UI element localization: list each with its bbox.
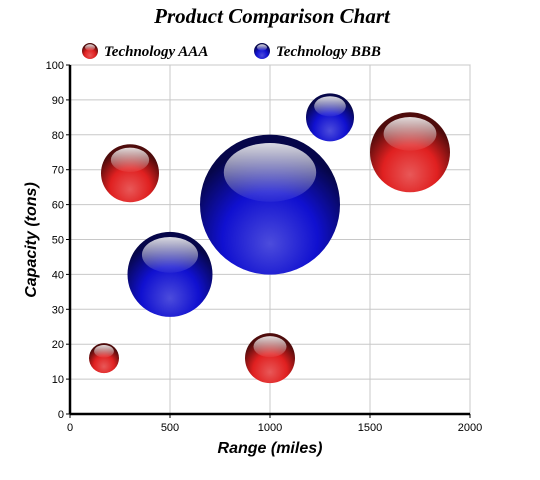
bubble-technology-aaa (101, 144, 159, 203)
x-axis-ticks: 0 500 1000 1500 2000 (67, 414, 482, 434)
y-tick-label: 30 (52, 304, 64, 316)
y-tick-label: 80 (52, 130, 64, 142)
y-tick-label: 0 (58, 409, 64, 421)
y-tick-label: 10 (52, 374, 64, 386)
x-tick-label: 500 (161, 422, 179, 434)
bubble-technology-bbb (127, 231, 213, 317)
y-tick-label: 60 (52, 200, 64, 212)
x-tick-label: 0 (67, 422, 73, 434)
x-axis-title: Range (miles) (218, 440, 323, 457)
legend-item: Technology BBB (254, 43, 381, 60)
bubble-technology-bbb (306, 93, 354, 142)
bubbles (89, 93, 450, 384)
y-tick-label: 90 (52, 95, 64, 107)
legend: Technology AAA Technology BBB (82, 43, 381, 60)
x-tick-label: 1500 (358, 422, 382, 434)
y-tick-label: 70 (52, 165, 64, 177)
y-tick-label: 40 (52, 269, 64, 281)
bubble-technology-bbb (200, 134, 340, 275)
y-tick-label: 50 (52, 235, 64, 247)
legend-item: Technology AAA (82, 43, 208, 60)
x-tick-label: 1000 (258, 422, 282, 434)
y-axis-ticks: 0 10 20 30 40 50 60 70 80 90 100 (46, 60, 70, 421)
y-tick-label: 20 (52, 339, 64, 351)
bubble-technology-aaa (89, 343, 119, 374)
bubble-technology-aaa (370, 112, 450, 193)
chart-title: Product Comparison Chart (153, 4, 391, 28)
legend-label: Technology BBB (276, 44, 381, 60)
legend-label: Technology AAA (104, 44, 208, 60)
x-tick-label: 2000 (458, 422, 482, 434)
y-axis-title: Capacity (tons) (23, 182, 40, 298)
y-tick-label: 100 (46, 60, 64, 72)
bubble-technology-aaa (245, 333, 295, 384)
